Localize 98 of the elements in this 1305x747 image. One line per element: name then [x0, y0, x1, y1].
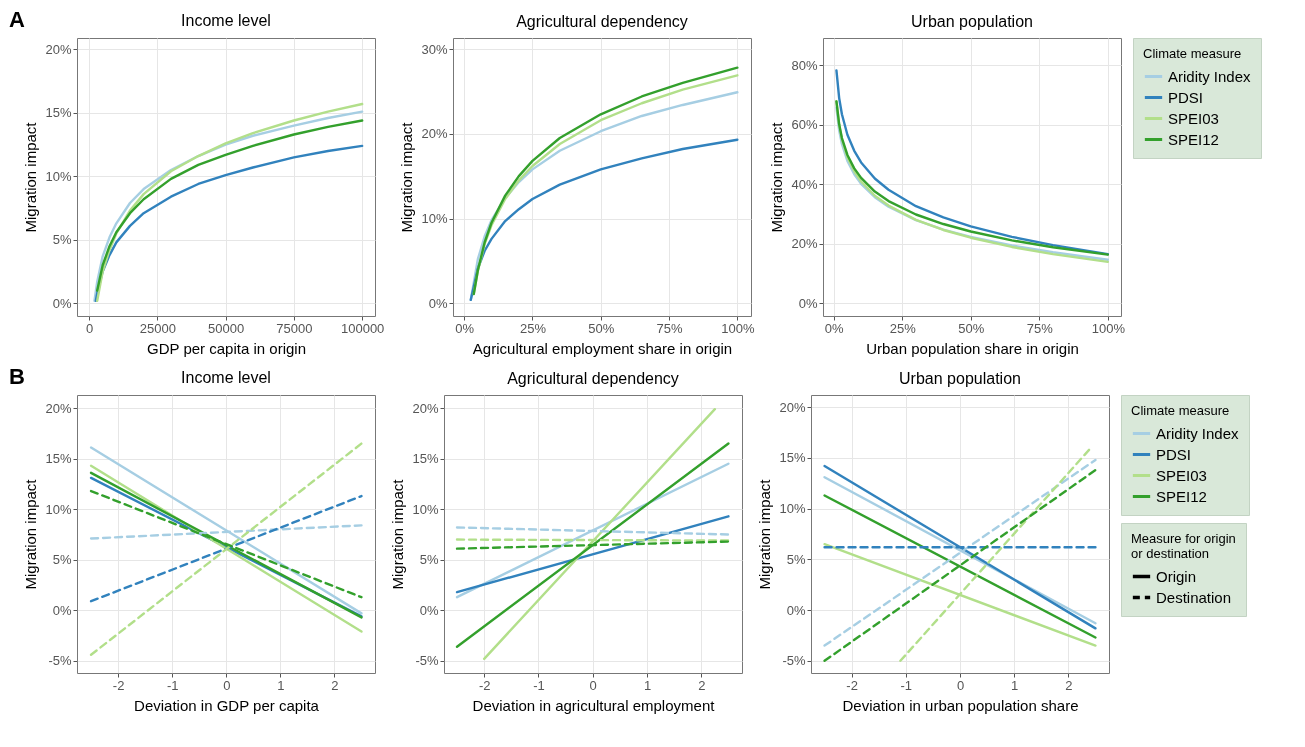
y-tick-label: 15%: [412, 451, 439, 467]
legend-label: SPEI12: [1168, 130, 1219, 148]
x-axis-title: Deviation in agricultural employment: [472, 696, 716, 714]
legend-title: Climate measure: [1131, 403, 1230, 418]
y-tick-label: 40%: [791, 176, 818, 192]
y-tick-label: 15%: [45, 451, 72, 467]
y-tick-label: 20%: [45, 400, 72, 416]
x-tick-label: 2: [698, 677, 706, 693]
x-tick-label: 100%: [1091, 320, 1126, 336]
x-tick-label: 25000: [139, 320, 176, 336]
y-tick-label: -5%: [48, 653, 72, 669]
y-axis-title: Migration impact: [389, 478, 407, 590]
legend-label: SPEI03: [1156, 466, 1207, 484]
y-tick-label: 10%: [421, 211, 448, 227]
x-axis-title: Deviation in GDP per capita: [134, 696, 320, 714]
y-tick-label: 20%: [779, 399, 806, 415]
line-series: [94, 144, 364, 302]
y-tick-label: 5%: [419, 552, 439, 568]
legend-title: Climate measure: [1143, 46, 1242, 61]
y-tick-label: 10%: [45, 168, 72, 184]
x-tick-label: 75000: [276, 320, 313, 336]
legend-label: PDSI: [1168, 88, 1204, 106]
x-tick-label: -2: [478, 677, 491, 693]
y-tick-label: 0%: [428, 295, 448, 311]
y-tick-label: 20%: [791, 236, 818, 252]
x-tick-label: -1: [166, 677, 179, 693]
x-tick-label: 2: [1065, 677, 1073, 693]
chart-title: Agricultural dependency: [516, 13, 688, 30]
y-tick-label: 20%: [412, 400, 439, 416]
y-tick-label: 15%: [779, 450, 806, 466]
y-tick-label: 0%: [786, 602, 806, 618]
text: Measure for origin or destination: [1131, 531, 1236, 561]
line-series: [835, 69, 1110, 256]
text: Destination: [1156, 588, 1232, 606]
x-tick-label: -2: [112, 677, 125, 693]
x-tick-label: -1: [533, 677, 545, 693]
x-tick-label: 75%: [1026, 320, 1054, 336]
chart-title: Income level: [181, 369, 271, 386]
y-tick-label: 80%: [791, 57, 818, 73]
y-tick-label: 20%: [45, 41, 72, 57]
y-tick-label: 60%: [791, 117, 818, 133]
x-tick-label: 1: [1011, 677, 1019, 693]
x-tick-label: 2: [331, 677, 339, 693]
y-axis-title: Migration impact: [22, 478, 40, 590]
y-tick-label: 5%: [52, 552, 72, 568]
y-axis-title: Migration impact: [768, 121, 786, 233]
chart-title: Income level: [181, 12, 271, 29]
y-tick-label: 0%: [419, 602, 439, 618]
y-axis-title: Migration impact: [22, 121, 40, 233]
legend-label: SPEI12: [1156, 487, 1207, 505]
x-axis-title: GDP per capita in origin: [147, 339, 306, 357]
x-tick-label: -2: [846, 677, 858, 693]
x-tick-label: 1: [643, 677, 652, 693]
legend-label: SPEI03: [1168, 109, 1219, 127]
x-tick-label: 0%: [455, 320, 475, 336]
x-tick-label: 75%: [656, 320, 683, 336]
x-axis-title: Deviation in urban population share: [842, 696, 1079, 714]
y-tick-label: 10%: [779, 501, 806, 517]
x-tick-label: 100%: [721, 320, 755, 336]
x-tick-label: 100000: [340, 320, 385, 336]
y-axis-title: Migration impact: [756, 478, 774, 590]
x-tick-label: 25%: [889, 320, 917, 336]
y-tick-label: 30%: [421, 41, 448, 57]
y-axis-title: Migration impact: [398, 121, 416, 233]
x-tick-label: 0: [956, 677, 965, 693]
x-tick-label: 1: [277, 677, 285, 693]
text: Origin: [1156, 567, 1197, 585]
chart-title: Urban population: [911, 12, 1033, 30]
text: B: [9, 364, 25, 389]
x-tick-label: 50000: [208, 320, 245, 336]
y-tick-label: 15%: [45, 105, 72, 121]
x-tick-label: 0%: [824, 320, 845, 336]
y-tick-label: 10%: [45, 501, 72, 517]
legend-label: PDSI: [1156, 445, 1192, 463]
y-tick-label: 0%: [52, 295, 72, 311]
x-tick-label: 0: [223, 677, 231, 693]
y-tick-label: -5%: [782, 653, 806, 669]
x-axis-title: Urban population share in origin: [866, 339, 1079, 357]
legend-label: Aridity Index: [1168, 67, 1252, 85]
x-tick-label: 50%: [588, 320, 615, 336]
line-series: [469, 138, 739, 302]
x-tick-label: 0: [85, 320, 94, 336]
text: A: [9, 7, 25, 32]
x-tick-label: 50%: [958, 320, 985, 336]
chart-title: Agricultural dependency: [507, 370, 679, 387]
x-axis-title: Agricultural employment share in origin: [472, 339, 733, 357]
chart-title: Urban population: [899, 369, 1021, 387]
x-tick-label: 0: [589, 677, 597, 693]
y-tick-label: 5%: [52, 232, 72, 248]
x-tick-label: -1: [900, 677, 913, 693]
y-tick-label: 0%: [52, 602, 72, 618]
y-tick-label: 0%: [798, 296, 818, 311]
y-tick-label: 5%: [786, 551, 806, 567]
y-tick-label: 10%: [412, 501, 439, 517]
y-tick-label: 20%: [421, 126, 448, 142]
y-tick-label: -5%: [415, 653, 439, 669]
legend-label: Aridity Index: [1156, 424, 1240, 442]
x-tick-label: 25%: [519, 320, 547, 336]
